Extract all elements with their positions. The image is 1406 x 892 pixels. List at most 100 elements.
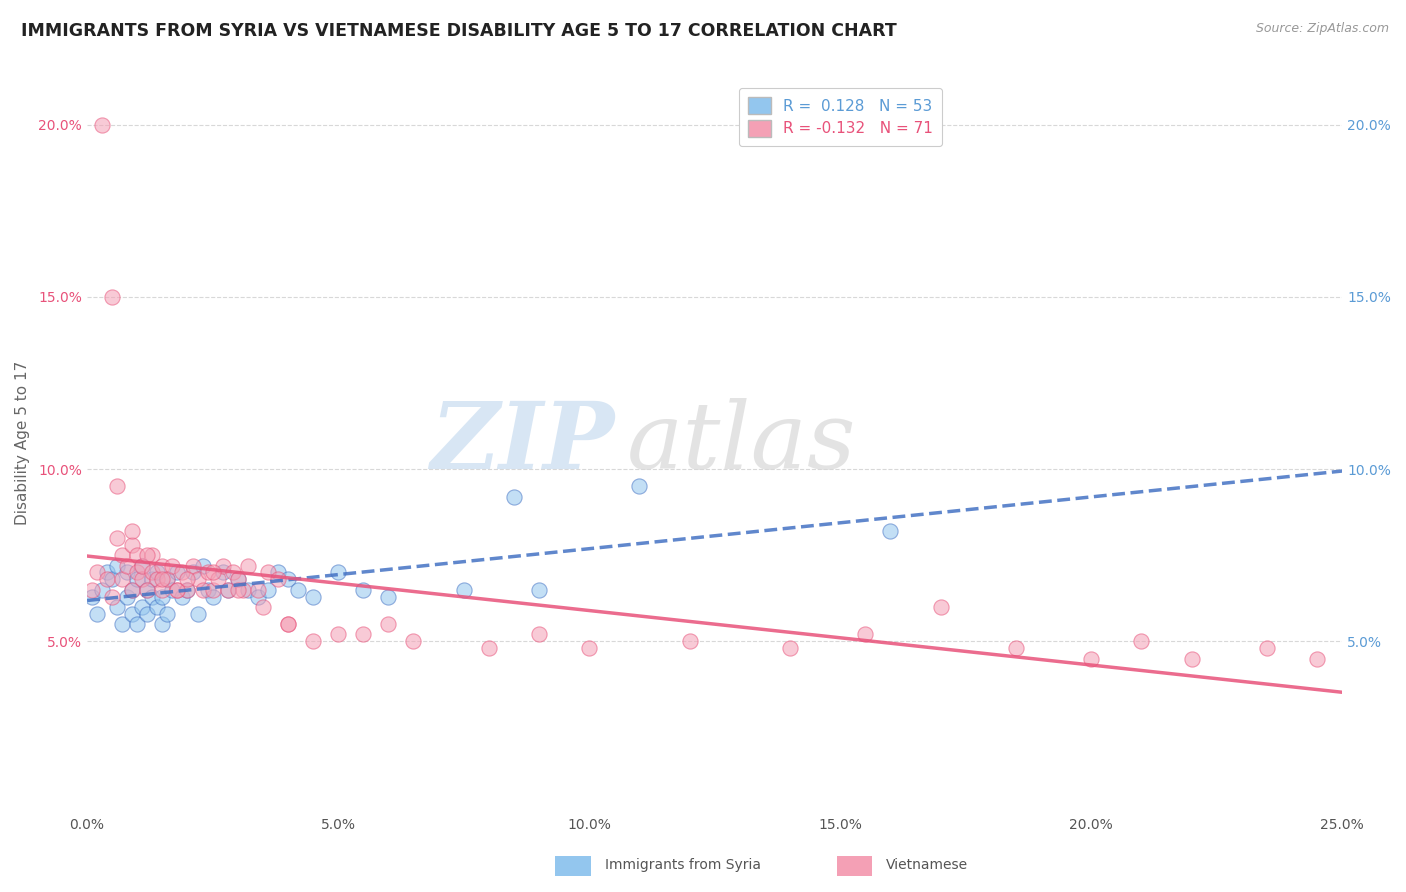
Point — [141, 590, 163, 604]
Point — [96, 566, 118, 580]
Point — [111, 617, 134, 632]
Point — [377, 617, 399, 632]
Point — [127, 572, 149, 586]
Point — [853, 627, 876, 641]
Point — [162, 558, 184, 573]
Point — [277, 617, 299, 632]
Point — [879, 524, 901, 538]
Point — [197, 582, 219, 597]
Point — [246, 590, 269, 604]
Point — [156, 607, 179, 621]
Point — [105, 558, 128, 573]
Point — [929, 599, 952, 614]
Point — [91, 118, 114, 132]
Point — [111, 548, 134, 562]
Point — [150, 572, 173, 586]
Point — [136, 607, 159, 621]
Point — [502, 490, 524, 504]
Point — [277, 572, 299, 586]
Point — [302, 634, 325, 648]
Text: Immigrants from Syria: Immigrants from Syria — [605, 858, 761, 872]
Point — [217, 582, 239, 597]
Point — [150, 590, 173, 604]
Point — [211, 558, 233, 573]
Point — [402, 634, 425, 648]
Point — [186, 607, 208, 621]
Point — [105, 599, 128, 614]
Y-axis label: Disability Age 5 to 17: Disability Age 5 to 17 — [15, 361, 30, 525]
Point — [141, 566, 163, 580]
Point — [226, 582, 249, 597]
Point — [779, 641, 801, 656]
Point — [156, 572, 179, 586]
Point — [115, 566, 138, 580]
Point — [232, 582, 254, 597]
Point — [86, 566, 108, 580]
Point — [256, 582, 278, 597]
Point — [141, 548, 163, 562]
Point — [127, 548, 149, 562]
Point — [172, 590, 194, 604]
Point — [377, 590, 399, 604]
Point — [201, 590, 224, 604]
Point — [191, 558, 214, 573]
Point — [277, 617, 299, 632]
Text: ZIP: ZIP — [430, 398, 614, 488]
Point — [201, 582, 224, 597]
Point — [201, 566, 224, 580]
Point — [166, 582, 188, 597]
Point — [1130, 634, 1153, 648]
Point — [101, 290, 124, 304]
Point — [478, 641, 501, 656]
Point — [121, 582, 143, 597]
Point — [146, 566, 169, 580]
Point — [146, 599, 169, 614]
Text: Source: ZipAtlas.com: Source: ZipAtlas.com — [1256, 22, 1389, 36]
Point — [127, 566, 149, 580]
Point — [1080, 651, 1102, 665]
Point — [101, 572, 124, 586]
Legend: R =  0.128   N = 53, R = -0.132   N = 71: R = 0.128 N = 53, R = -0.132 N = 71 — [738, 88, 942, 145]
Point — [156, 572, 179, 586]
Point — [256, 566, 278, 580]
Point — [302, 590, 325, 604]
Point — [136, 548, 159, 562]
Point — [105, 479, 128, 493]
Point — [628, 479, 651, 493]
Point — [226, 572, 249, 586]
Point — [287, 582, 309, 597]
Point — [136, 582, 159, 597]
Point — [236, 582, 259, 597]
Point — [141, 572, 163, 586]
Point — [131, 558, 153, 573]
Point — [121, 524, 143, 538]
Point — [150, 582, 173, 597]
Point — [352, 582, 374, 597]
Point — [181, 558, 204, 573]
Point — [136, 582, 159, 597]
Point — [326, 566, 349, 580]
Point — [115, 590, 138, 604]
Point — [191, 582, 214, 597]
Point — [111, 572, 134, 586]
Point — [176, 572, 198, 586]
Point — [197, 566, 219, 580]
Point — [221, 566, 243, 580]
Point — [101, 590, 124, 604]
Point — [162, 582, 184, 597]
Point — [527, 627, 550, 641]
Point — [246, 582, 269, 597]
Point — [226, 572, 249, 586]
Point — [1256, 641, 1278, 656]
Point — [121, 538, 143, 552]
Point — [80, 582, 103, 597]
Point — [96, 572, 118, 586]
Point — [80, 590, 103, 604]
Point — [1306, 651, 1329, 665]
Point — [86, 607, 108, 621]
Point — [131, 558, 153, 573]
Point — [352, 627, 374, 641]
Point — [166, 566, 188, 580]
Point — [678, 634, 700, 648]
Text: atlas: atlas — [627, 398, 856, 488]
